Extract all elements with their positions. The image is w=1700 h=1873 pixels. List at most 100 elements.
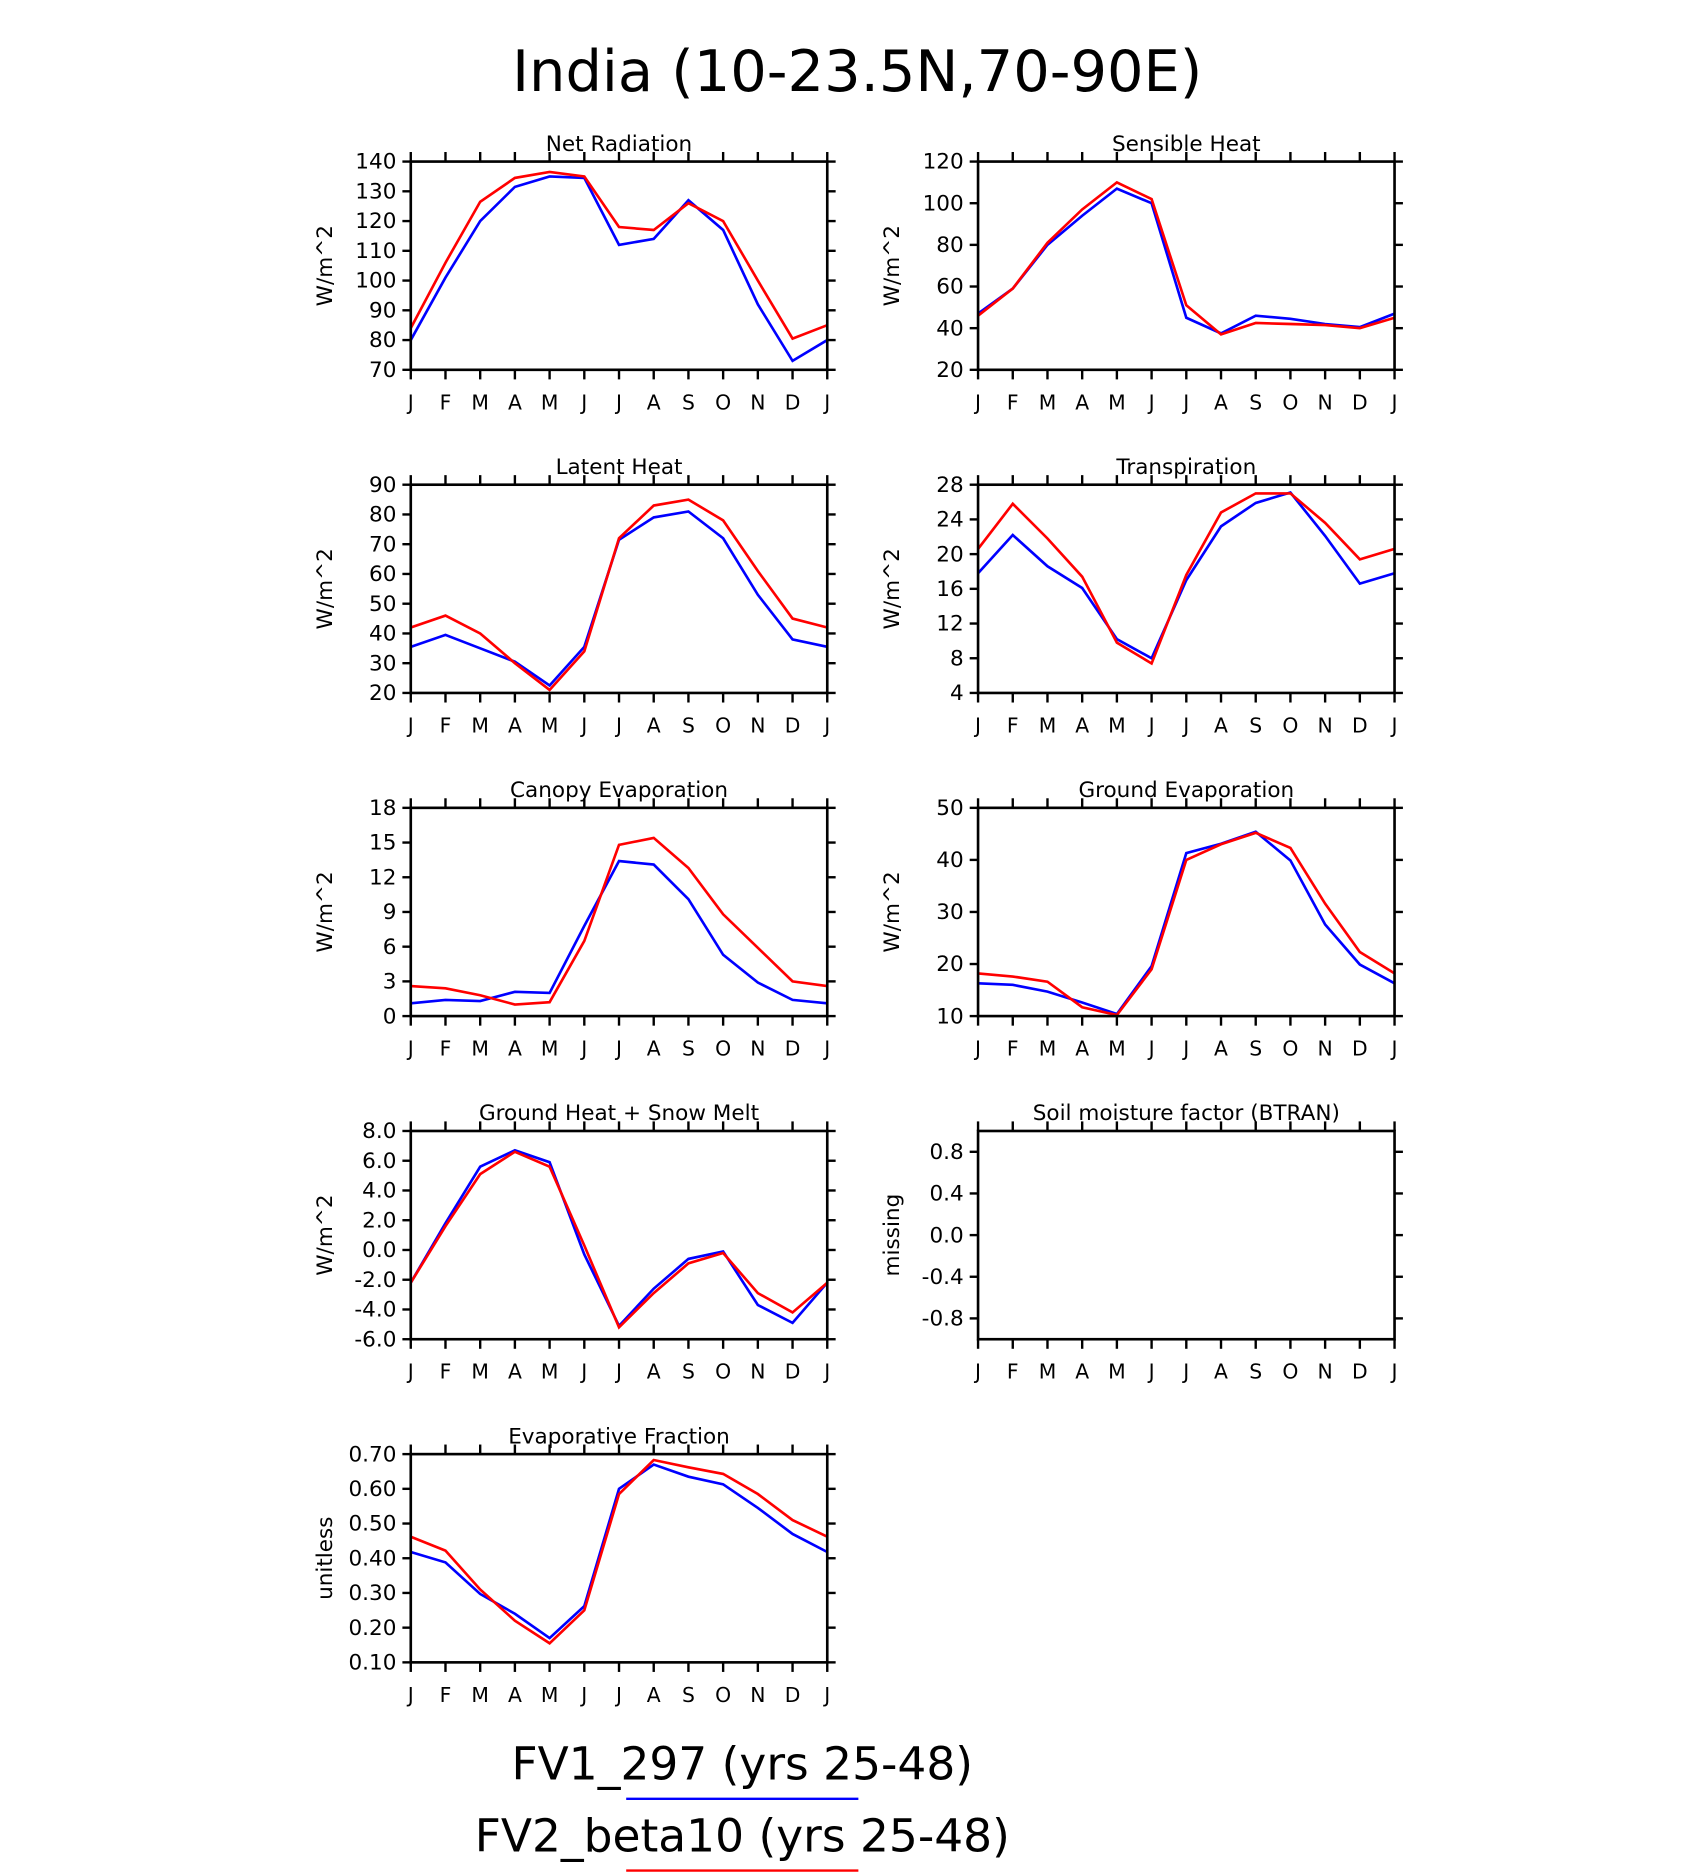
x-tick-label: O (715, 1683, 731, 1707)
y-tick-label: 0.0 (929, 1223, 963, 1248)
x-tick-label: D (1352, 1037, 1368, 1061)
x-tick-label: N (750, 390, 765, 414)
x-tick-label: M (541, 713, 559, 737)
x-tick-label: J (1147, 1037, 1155, 1061)
x-tick-label: O (715, 1360, 731, 1384)
x-tick-label: F (1007, 390, 1019, 414)
y-axis-label: missing (880, 1194, 905, 1277)
plot-frame (976, 483, 1396, 695)
series-line (409, 1150, 829, 1330)
x-tick-label: N (1318, 713, 1333, 737)
y-tick-label: -0.8 (922, 1307, 964, 1332)
x-tick-label: O (1282, 1360, 1298, 1384)
series-line (409, 170, 828, 341)
figure-title: India (10-23.5N,70-90E) (512, 38, 1202, 105)
x-tick-label: M (1108, 390, 1126, 414)
x-tick-label: S (682, 1683, 695, 1707)
series-line (410, 859, 828, 1005)
x-tick-label: J (822, 713, 830, 737)
x-tick-label: M (471, 1037, 489, 1061)
x-tick-label: F (440, 1037, 452, 1061)
y-tick-label: 90 (369, 473, 396, 498)
x-tick-label: J (1390, 1037, 1398, 1061)
x-tick-label: M (1039, 390, 1057, 414)
y-tick-label: 0.10 (348, 1651, 396, 1676)
x-tick-label: M (1108, 713, 1126, 737)
x-tick-label: N (1318, 1037, 1333, 1061)
x-tick-label: F (440, 1360, 452, 1384)
y-tick-label: -2.0 (354, 1268, 396, 1293)
y-tick-label: 9 (383, 900, 397, 925)
y-axis-label: unitless (313, 1517, 338, 1600)
series-line (410, 498, 828, 692)
y-tick-label: 120 (355, 209, 396, 234)
x-tick-label: A (508, 1683, 522, 1707)
y-axis-label: W/m^2 (880, 548, 905, 629)
y-tick-label: 20 (369, 681, 396, 706)
x-tick-label: D (1352, 713, 1368, 737)
y-tick-label: 30 (369, 651, 396, 676)
x-tick-label: N (750, 1037, 765, 1061)
plot-frame (409, 160, 829, 372)
y-tick-label: 50 (369, 592, 396, 617)
y-tick-label: 0.50 (348, 1512, 396, 1537)
y-tick-label: 20 (936, 952, 963, 977)
x-tick-label: D (785, 390, 801, 414)
x-tick-label: N (750, 713, 765, 737)
y-tick-label: 70 (369, 358, 396, 383)
legend-label: FV1_297 (yrs 25-48) (512, 1738, 974, 1791)
x-tick-label: J (406, 1037, 414, 1061)
y-tick-label: 0 (383, 1004, 397, 1029)
y-tick-label: 4.0 (362, 1179, 396, 1204)
y-tick-label: 4 (950, 681, 964, 706)
x-tick-label: J (1147, 1360, 1155, 1384)
y-tick-label: 100 (923, 191, 964, 216)
y-tick-label: 28 (936, 473, 963, 498)
series-line (977, 831, 1396, 1017)
series-line (977, 180, 1395, 336)
x-tick-label: D (785, 713, 801, 737)
x-tick-label: M (471, 390, 489, 414)
x-tick-label: S (682, 1037, 695, 1061)
x-tick-label: A (1214, 390, 1228, 414)
x-tick-label: M (471, 1683, 489, 1707)
x-tick-label: O (715, 1037, 731, 1061)
y-tick-label: -4.0 (354, 1298, 396, 1323)
plot-frame (409, 806, 829, 1018)
x-tick-label: N (1318, 390, 1333, 414)
x-tick-label: J (973, 390, 981, 414)
y-tick-label: 10 (936, 1004, 963, 1029)
y-tick-label: 40 (936, 848, 963, 873)
y-tick-label: 0.4 (929, 1182, 963, 1207)
y-tick-label: 100 (355, 269, 396, 294)
x-tick-label: M (541, 1037, 559, 1061)
y-tick-label: 0.8 (929, 1140, 963, 1165)
y-axis-label: W/m^2 (313, 548, 338, 629)
x-tick-label: A (1075, 1360, 1089, 1384)
x-tick-label: F (440, 713, 452, 737)
y-tick-label: 24 (936, 508, 963, 533)
y-tick-label: 0.30 (348, 1581, 396, 1606)
x-tick-label: M (541, 1683, 559, 1707)
y-tick-label: 50 (936, 796, 963, 821)
x-tick-label: F (1007, 713, 1019, 737)
y-tick-label: -6.0 (354, 1327, 396, 1352)
x-tick-label: J (1390, 713, 1398, 737)
x-tick-label: M (1039, 1037, 1057, 1061)
y-tick-label: 0.60 (348, 1477, 396, 1502)
x-tick-label: J (1181, 390, 1189, 414)
y-axis-label: W/m^2 (313, 871, 338, 952)
x-tick-label: O (1282, 390, 1298, 414)
y-tick-label: 30 (936, 900, 963, 925)
x-tick-label: M (1039, 713, 1057, 737)
x-tick-label: J (614, 1683, 622, 1707)
x-tick-label: J (579, 390, 587, 414)
y-axis-label: W/m^2 (880, 225, 905, 306)
y-tick-label: 0.70 (348, 1442, 396, 1467)
x-tick-label: J (406, 713, 414, 737)
x-tick-label: A (647, 390, 661, 414)
x-tick-label: A (1214, 1360, 1228, 1384)
x-tick-label: N (750, 1683, 765, 1707)
x-tick-label: J (973, 713, 981, 737)
x-tick-label: D (785, 1360, 801, 1384)
